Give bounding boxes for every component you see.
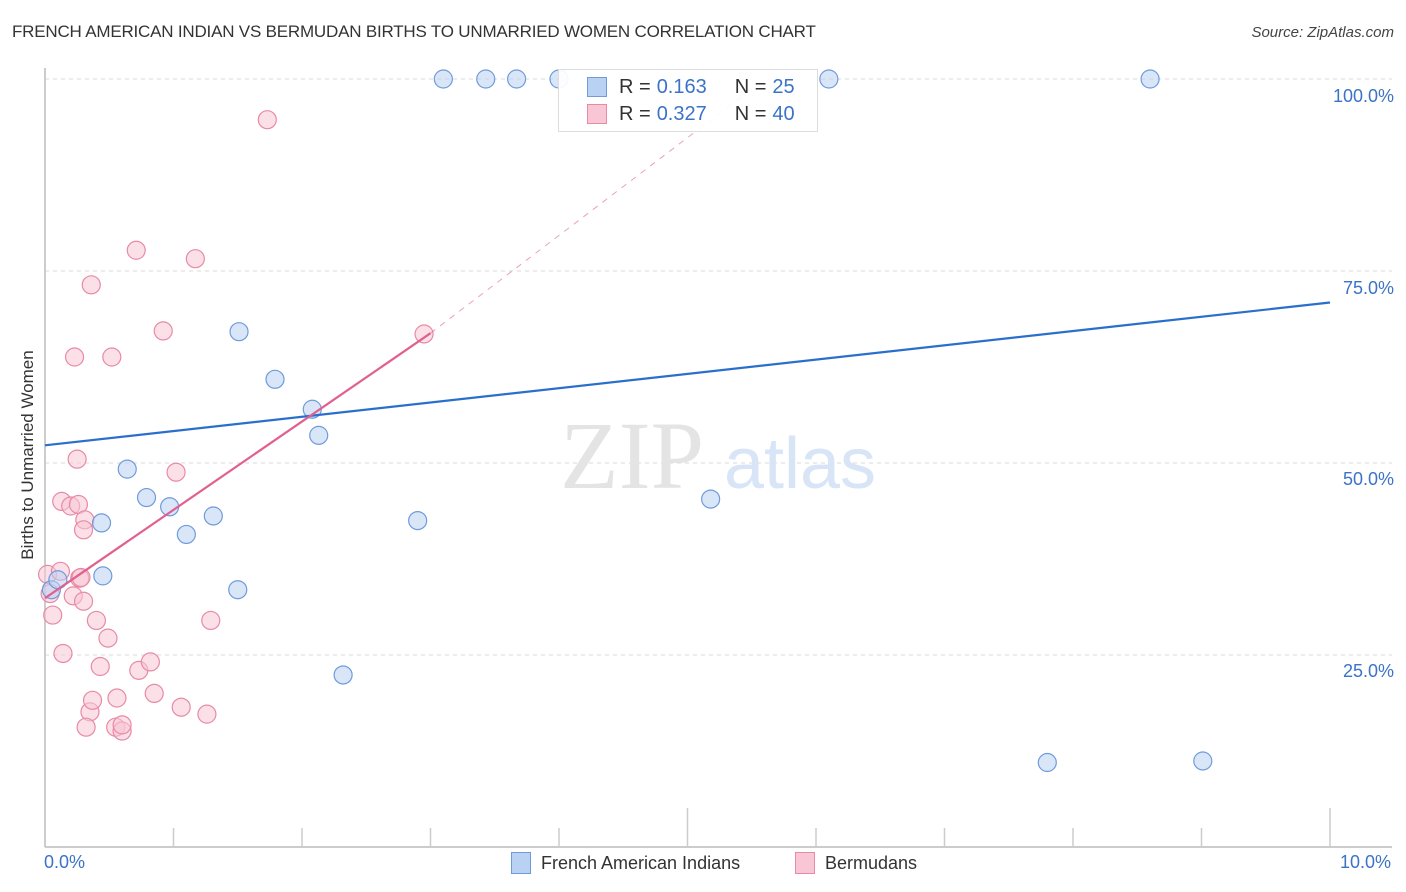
r-value: 0.327 bbox=[656, 102, 707, 125]
french-american-indians-point bbox=[333, 665, 353, 685]
bermudans-point bbox=[201, 610, 221, 631]
y-tick-50: 50.0% bbox=[1342, 469, 1394, 489]
bermudans-point bbox=[98, 628, 118, 648]
bermudans-point bbox=[144, 683, 164, 704]
french-american-indians-point bbox=[93, 566, 113, 586]
bermudans-point bbox=[86, 610, 107, 631]
bermudans-point bbox=[76, 717, 96, 737]
gridlines bbox=[45, 78, 1392, 656]
bermudans-point bbox=[107, 688, 127, 708]
french-american-indians-point bbox=[176, 524, 196, 545]
french-american-indians-point bbox=[433, 69, 453, 89]
x-tick-0: 0.0% bbox=[44, 852, 86, 872]
blue-trend-line bbox=[44, 301, 1331, 447]
axes bbox=[44, 68, 1392, 848]
bermudans-point bbox=[153, 321, 173, 341]
bermudans-point bbox=[81, 275, 101, 295]
r-label: R = bbox=[619, 75, 651, 98]
bermudans-point bbox=[64, 347, 85, 367]
french-american-indians-point bbox=[203, 506, 223, 526]
series-legend: French American Indians Bermudans bbox=[0, 852, 1406, 876]
y-tick-100: 100.0% bbox=[1332, 86, 1394, 106]
bermudans-point bbox=[171, 697, 191, 717]
french-american-indians-point bbox=[228, 580, 248, 600]
pink-swatch-icon bbox=[795, 852, 815, 874]
watermark: ZIP atlas bbox=[560, 402, 876, 509]
bermudans-point bbox=[71, 567, 91, 588]
n-label: N = bbox=[734, 75, 767, 98]
french-american-indians-point bbox=[476, 69, 496, 89]
bermudans-point bbox=[82, 690, 103, 710]
bermudans-point bbox=[197, 704, 217, 724]
chart-title: FRENCH AMERICAN INDIAN VS BERMUDAN BIRTH… bbox=[12, 22, 816, 41]
x-tick-10: 10.0% bbox=[1340, 852, 1392, 872]
bermudans-point bbox=[102, 347, 122, 367]
french-american-indians-points bbox=[41, 69, 1213, 773]
source-label: Source: ZipAtlas.com bbox=[1251, 24, 1394, 41]
r-value: 0.163 bbox=[656, 75, 707, 98]
legend-label: Bermudans bbox=[825, 852, 918, 873]
french-american-indians-point bbox=[117, 459, 137, 479]
legend-item-french-american-indians[interactable]: French American Indians bbox=[511, 852, 740, 874]
blue-swatch-icon bbox=[511, 852, 531, 874]
bermudans-point bbox=[257, 110, 277, 130]
bermudans-point bbox=[43, 605, 63, 625]
french-american-indians-point bbox=[136, 487, 157, 508]
french-american-indians-point bbox=[1037, 752, 1057, 773]
stats-legend-row-pink: R = 0.327 N = 40 bbox=[587, 102, 795, 126]
bermudans-point bbox=[73, 520, 94, 540]
pink-swatch-icon bbox=[587, 104, 607, 124]
bermudans-point bbox=[90, 656, 110, 677]
bermudans-point bbox=[112, 715, 132, 735]
bermudans-point bbox=[53, 643, 73, 664]
y-tick-75: 75.0% bbox=[1342, 278, 1394, 298]
pink-trend-line bbox=[44, 332, 432, 600]
french-american-indians-point bbox=[309, 425, 329, 445]
french-american-indians-point bbox=[1140, 69, 1160, 89]
french-american-indians-point bbox=[408, 510, 428, 531]
bermudans-point bbox=[67, 449, 87, 469]
stats-legend: R = 0.163 N = 25 R = 0.327 N = 40 bbox=[558, 69, 818, 132]
french-american-indians-point bbox=[265, 369, 285, 389]
french-american-indians-point bbox=[1193, 751, 1213, 771]
n-value: 40 bbox=[772, 102, 795, 125]
bermudans-point bbox=[414, 324, 434, 344]
r-label: R = bbox=[619, 102, 651, 125]
bermudans-point bbox=[126, 240, 146, 260]
n-label: N = bbox=[734, 102, 767, 125]
french-american-indians-point bbox=[701, 489, 721, 509]
french-american-indians-point bbox=[91, 513, 112, 533]
bermudans-points bbox=[37, 110, 434, 741]
bermudans-point bbox=[140, 652, 160, 672]
bermudans-point bbox=[185, 249, 205, 269]
bermudans-point bbox=[73, 591, 94, 611]
watermark-zip: ZIP bbox=[560, 402, 704, 509]
legend-item-bermudans[interactable]: Bermudans bbox=[795, 852, 917, 874]
blue-swatch-icon bbox=[587, 77, 607, 97]
y-tick-25: 25.0% bbox=[1342, 661, 1394, 681]
french-american-indians-point bbox=[819, 69, 839, 89]
french-american-indians-point bbox=[506, 69, 527, 89]
french-american-indians-point bbox=[229, 322, 249, 342]
n-value: 25 bbox=[772, 75, 795, 98]
stats-legend-row-blue: R = 0.163 N = 25 bbox=[587, 75, 795, 99]
bermudans-point bbox=[166, 462, 186, 482]
watermark-atlas: atlas bbox=[724, 424, 876, 504]
legend-label: French American Indians bbox=[541, 852, 741, 873]
